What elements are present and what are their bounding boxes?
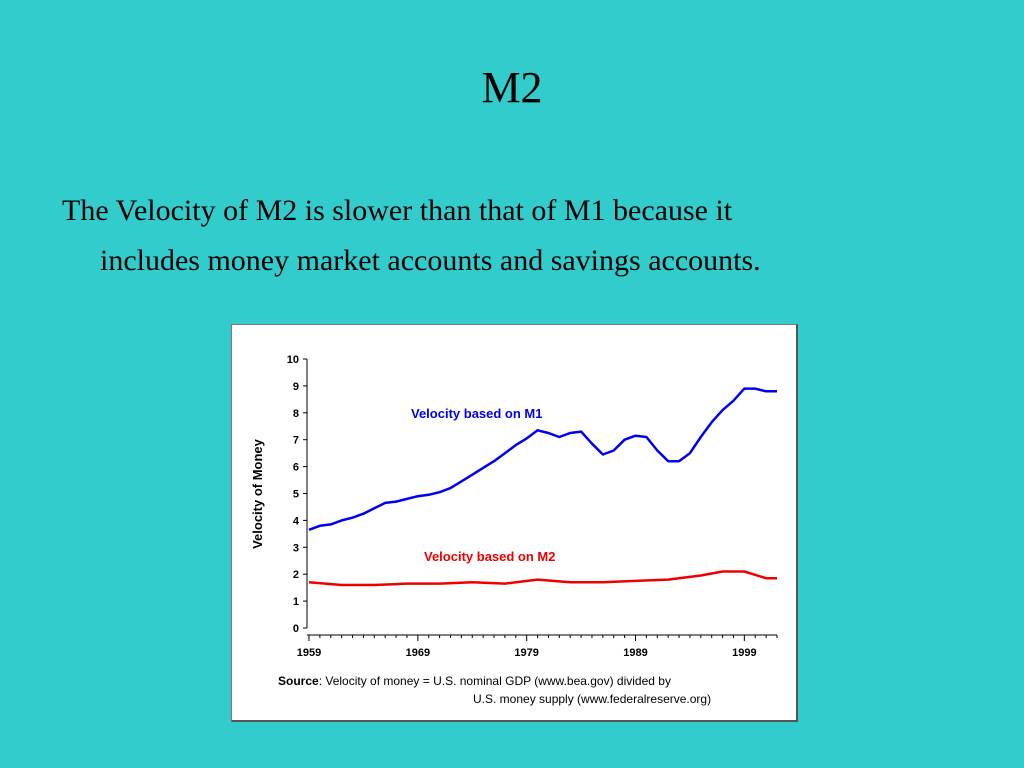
legend-m2-label: Velocity based on M2 — [424, 549, 556, 564]
body-line-2: includes money market accounts and savin… — [100, 244, 761, 277]
x-ticks: 1959 1969 1979 1989 1999 — [297, 635, 778, 659]
chart-axes — [306, 359, 777, 636]
y-tick-label: 3 — [293, 542, 299, 554]
y-tick-label: 6 — [293, 462, 299, 474]
x-tick-label: 1979 — [514, 647, 538, 659]
y-axis-label: Velocity of Money — [250, 438, 265, 549]
legend-m1-label: Velocity based on M1 — [411, 406, 543, 421]
y-tick-label: 7 — [293, 435, 299, 447]
source-label: Source — [278, 674, 319, 688]
series-m1-line — [308, 387, 777, 531]
chart-svg: 0 1 2 3 4 5 6 7 8 9 10 1959 1969 1979 1989 1999 Veloci… — [250, 354, 778, 706]
y-tick-label: 2 — [293, 569, 299, 581]
y-tick-label: 10 — [287, 354, 299, 366]
body-line-1: The Velocity of M2 is slower than that o… — [62, 194, 733, 227]
series-m2-line — [308, 570, 777, 587]
y-tick-label: 5 — [293, 489, 299, 501]
y-tick-label: 9 — [293, 381, 299, 393]
y-tick-label: 8 — [293, 408, 299, 420]
y-tick-label: 0 — [293, 623, 299, 635]
y-ticks: 0 1 2 3 4 5 6 7 8 9 10 — [287, 354, 307, 635]
x-tick-label: 1999 — [732, 647, 756, 659]
x-tick-label: 1959 — [297, 647, 321, 659]
x-tick-label: 1989 — [623, 647, 647, 659]
y-tick-label: 1 — [293, 596, 299, 608]
source-text-1: : Velocity of money = U.S. nominal GDP (… — [319, 674, 671, 688]
x-tick-label: 1969 — [406, 647, 430, 659]
source-line-1: Source: Velocity of money = U.S. nominal… — [278, 674, 671, 688]
slide-title: M2 — [481, 63, 543, 112]
source-line-2: U.S. money supply (www.federalreserve.or… — [473, 692, 711, 706]
y-tick-label: 4 — [293, 515, 300, 527]
slide-body-text: The Velocity of M2 is slower than that o… — [62, 186, 962, 286]
series-lines — [308, 387, 777, 587]
velocity-chart: 0 1 2 3 4 5 6 7 8 9 10 1959 1969 1979 1989 1999 Veloci… — [231, 324, 798, 722]
